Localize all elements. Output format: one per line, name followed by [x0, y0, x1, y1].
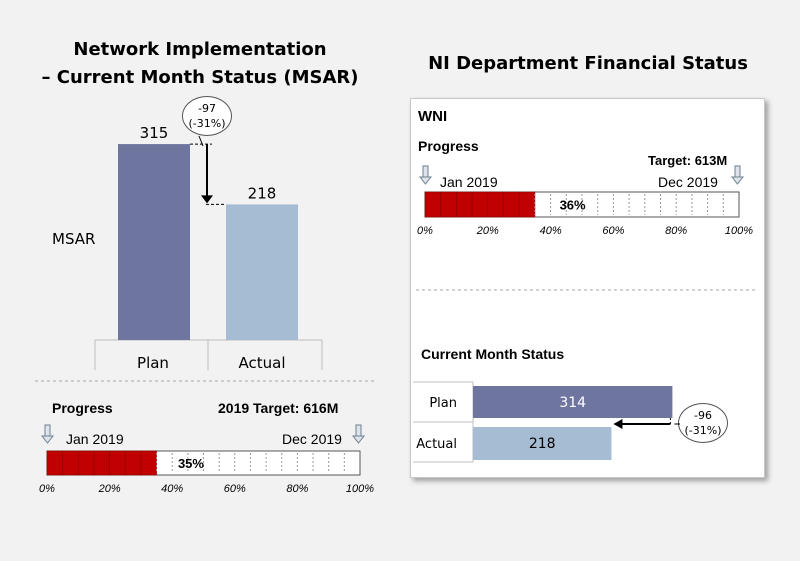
left-progress-marker-head	[40, 435, 55, 444]
right-delta-bubble: -96 (-31%)	[678, 403, 728, 443]
left-bar-plan	[118, 144, 190, 340]
left-progress-end: Dec 2019	[282, 431, 342, 447]
left-progress-cell-filled	[109, 450, 126, 476]
left-progress-bar: 35% 0% 20% 40% 60% 80% 100%	[39, 424, 374, 495]
left-progress-tick-label: 20%	[98, 483, 121, 495]
left-title-line1: Network Implementation	[73, 39, 327, 60]
left-delta-arrow-head	[201, 195, 213, 204]
left-progress-cell-filled	[124, 450, 142, 476]
left-progress-marker-head	[351, 435, 366, 444]
left-progress-tick-label: 80%	[286, 483, 308, 495]
left-progress-tick-label: 0%	[39, 483, 55, 495]
left-progress-cell-filled	[78, 450, 95, 476]
right-progress-end: Dec 2019	[658, 174, 718, 190]
left-progress-percent: 35%	[178, 456, 204, 471]
right-chart-title: NI Department Financial Status	[428, 53, 748, 74]
left-progress-marker-shaft	[355, 424, 362, 437]
left-progress-target: 2019 Target: 616M	[218, 400, 339, 416]
right-progress-target: Target: 613M	[648, 153, 728, 168]
left-bubble-pointer	[198, 135, 204, 147]
left-delta-pct: (-31%)	[188, 117, 226, 130]
wni-label: WNI	[418, 108, 448, 125]
left-progress-start: Jan 2019	[66, 431, 124, 447]
left-progress-cell-filled	[46, 450, 63, 476]
left-category-label: Actual	[239, 354, 286, 372]
left-progress-label: Progress	[52, 400, 113, 416]
left-bar-actual	[226, 204, 298, 340]
left-delta-bubble: -97 (-31%)	[182, 96, 232, 136]
right-progress-label: Progress	[418, 138, 479, 154]
left-chart-title: Network Implementation – Current Month S…	[40, 36, 360, 92]
left-bar-chart: 315 Plan 218 Actual	[94, 124, 323, 372]
right-delta-pct: (-31%)	[684, 424, 722, 437]
left-progress-cell-filled	[140, 450, 157, 476]
left-progress-tick-label: 40%	[161, 483, 183, 495]
left-bar-value-label: 315	[140, 124, 169, 142]
left-title-line2: – Current Month Status (MSAR)	[41, 67, 359, 88]
left-progress-tick-label: 60%	[224, 483, 246, 495]
left-category-label: Plan	[137, 354, 169, 372]
right-delta-value: -96	[694, 409, 712, 422]
right-progress-start: Jan 2019	[440, 174, 498, 190]
left-bar-value-label: 218	[248, 184, 277, 202]
current-month-label: Current Month Status	[421, 346, 565, 362]
left-progress-tick-label: 100%	[346, 483, 374, 495]
left-progress-cell-filled	[93, 450, 110, 476]
left-ylabel: MSAR	[52, 230, 96, 248]
left-delta-value: -97	[198, 102, 216, 115]
left-progress-cell-filled	[62, 450, 79, 476]
left-progress-marker-shaft	[44, 424, 51, 437]
